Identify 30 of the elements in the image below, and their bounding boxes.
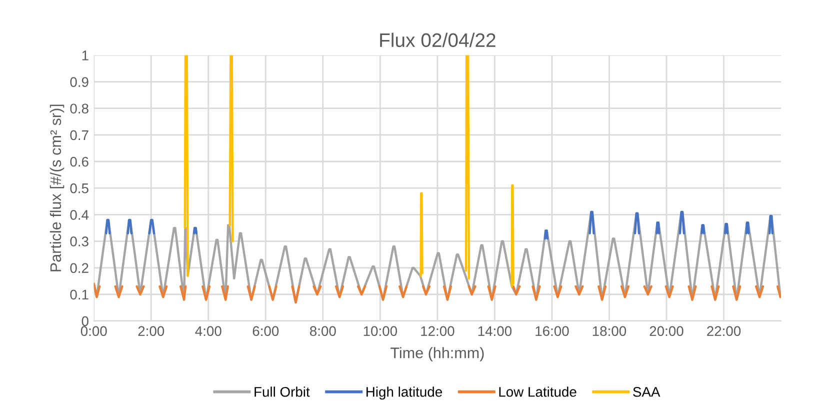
y-tick-label: 1 [82, 50, 88, 60]
y-tick-label: 0.4 [70, 210, 89, 220]
x-tick-label: 22:00 [707, 326, 741, 336]
y-tick-label: 0.1 [70, 290, 88, 300]
y-tick-label: 0.7 [70, 130, 88, 140]
y-tick-label: 0.2 [70, 263, 88, 273]
x-tick-label: 14:00 [478, 326, 512, 336]
x-tick-label: 10:00 [364, 326, 398, 336]
legend-label: Low Latitude [499, 386, 576, 397]
legend-label: Full Orbit [254, 386, 310, 397]
x-axis-title: Time (hh:mm) [390, 347, 484, 362]
y-tick-label: 0.9 [70, 77, 88, 87]
y-tick-label: 0.6 [70, 156, 88, 167]
x-tick-label: 8:00 [310, 326, 336, 336]
y-axis-title: Particle flux [#/(s cm² sr)] [50, 104, 64, 272]
x-tick-label: 20:00 [650, 326, 684, 336]
x-tick-label: 6:00 [252, 326, 279, 336]
legend-label: SAA [633, 386, 660, 397]
x-tick-label: 4:00 [195, 326, 222, 336]
x-tick-label: 18:00 [592, 326, 626, 336]
y-tick-label: 0.5 [70, 183, 88, 194]
legend-label: High latitude [366, 386, 442, 400]
chart-title: Flux 02/04/22 [380, 32, 496, 48]
x-tick-label: 2:00 [138, 326, 164, 336]
y-tick-label: 0.3 [70, 236, 88, 246]
x-tick-label: 12:00 [421, 326, 454, 336]
x-tick-label: 16:00 [536, 326, 569, 336]
y-tick-label: 0 [82, 316, 88, 326]
x-tick-label: 0:00 [80, 326, 107, 336]
y-tick-label: 0.8 [70, 104, 88, 114]
